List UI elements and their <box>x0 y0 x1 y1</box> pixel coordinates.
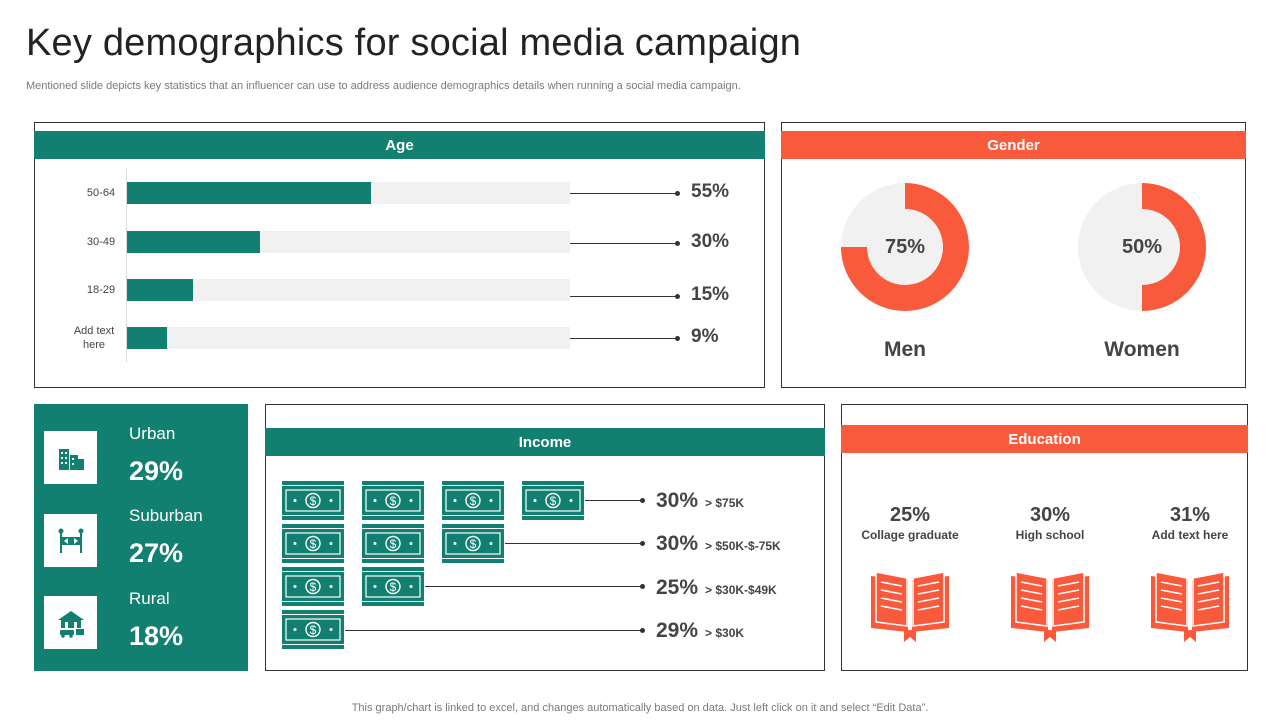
income-value-label: 29% <box>656 619 699 642</box>
age-bar-track <box>127 327 570 349</box>
age-value-label: 55% <box>691 181 730 202</box>
page-subtitle: Mentioned slide depicts key statistics t… <box>26 80 741 92</box>
education-value: 25% <box>889 504 931 526</box>
open-book-icon <box>1147 566 1233 642</box>
svg-text:$: $ <box>390 537 397 551</box>
money-bill-icon: $ <box>522 481 584 520</box>
svg-text:$: $ <box>310 494 317 508</box>
age-label: 30-49 <box>86 236 116 248</box>
income-leader-line <box>505 541 645 546</box>
location-panel: Urban 29% Suburban 27% Rural 18% <box>34 404 248 671</box>
age-value-label: 30% <box>691 231 730 252</box>
women-donut: 50% <box>1078 183 1206 311</box>
income-range-label: > $50K-$-75K <box>705 539 781 553</box>
age-bar-track <box>127 279 570 301</box>
page-footer: This graph/chart is linked to excel, and… <box>351 702 929 714</box>
income-value-label: 30% <box>656 532 699 555</box>
age-leader-line <box>570 241 680 246</box>
open-book-icon <box>867 566 953 642</box>
age-leader-line <box>570 191 680 196</box>
money-bill-icon: $ <box>442 481 504 520</box>
age-label: 50-64 <box>86 187 116 199</box>
money-bill-icon: $ <box>362 481 424 520</box>
urban-label: Urban <box>129 424 176 443</box>
svg-text:$: $ <box>310 580 317 594</box>
education-value: 31% <box>1169 504 1211 526</box>
income-value-label: 30% <box>656 489 699 512</box>
women-label: Women <box>1104 338 1180 361</box>
age-axis-line <box>126 168 127 362</box>
income-range-label: > $75K <box>705 496 745 510</box>
suburban-value: 27% <box>129 538 184 568</box>
age-bar <box>127 279 194 301</box>
road-sign-icon <box>44 514 97 567</box>
men-donut-value: 75% <box>867 209 943 285</box>
age-bar <box>127 182 371 204</box>
income-value-label: 25% <box>656 576 699 599</box>
age-bar-track <box>127 182 570 204</box>
income-range-label: > $30K-$49K <box>705 583 777 597</box>
age-value-label: 15% <box>691 284 730 305</box>
svg-text:$: $ <box>390 580 397 594</box>
svg-text:$: $ <box>550 494 557 508</box>
svg-text:$: $ <box>310 623 317 637</box>
age-label: Add text here <box>73 325 115 351</box>
money-bill-icon: $ <box>282 610 344 649</box>
svg-text:$: $ <box>470 537 477 551</box>
women-donut-value: 50% <box>1104 209 1180 285</box>
education-header: Education <box>841 425 1248 453</box>
city-buildings-icon <box>44 431 97 484</box>
age-bar-track <box>127 231 570 253</box>
rural-value: 18% <box>129 621 184 651</box>
income-leader-line <box>345 628 645 633</box>
education-value: 30% <box>1029 504 1071 526</box>
education-label: High school <box>1015 528 1085 542</box>
money-bill-icon: $ <box>282 481 344 520</box>
svg-text:$: $ <box>310 537 317 551</box>
open-book-icon <box>1007 566 1093 642</box>
education-label: Collage graduate <box>861 528 959 542</box>
age-header: Age <box>34 131 765 159</box>
income-range-label: > $30K <box>705 626 745 640</box>
income-leader-line <box>425 584 645 589</box>
education-label: Add text here <box>1151 528 1229 542</box>
farmhouse-icon <box>44 596 97 649</box>
age-leader-line <box>570 294 680 299</box>
svg-text:$: $ <box>390 494 397 508</box>
men-donut: 75% <box>841 183 969 311</box>
money-bill-icon: $ <box>362 567 424 606</box>
suburban-label: Suburban <box>129 506 203 525</box>
income-leader-line <box>585 498 645 503</box>
gender-header: Gender <box>781 131 1246 159</box>
men-label: Men <box>884 338 926 361</box>
page-title: Key demographics for social media campai… <box>26 22 802 64</box>
money-bill-icon: $ <box>282 524 344 563</box>
rural-label: Rural <box>129 589 170 608</box>
svg-text:$: $ <box>470 494 477 508</box>
age-bar <box>127 231 260 253</box>
age-value-label: 9% <box>691 326 719 347</box>
money-bill-icon: $ <box>442 524 504 563</box>
urban-value: 29% <box>129 456 184 486</box>
age-label: 18-29 <box>86 284 116 296</box>
money-bill-icon: $ <box>282 567 344 606</box>
age-bar <box>127 327 167 349</box>
age-leader-line <box>570 336 680 341</box>
money-bill-icon: $ <box>362 524 424 563</box>
income-header: Income <box>265 428 825 456</box>
